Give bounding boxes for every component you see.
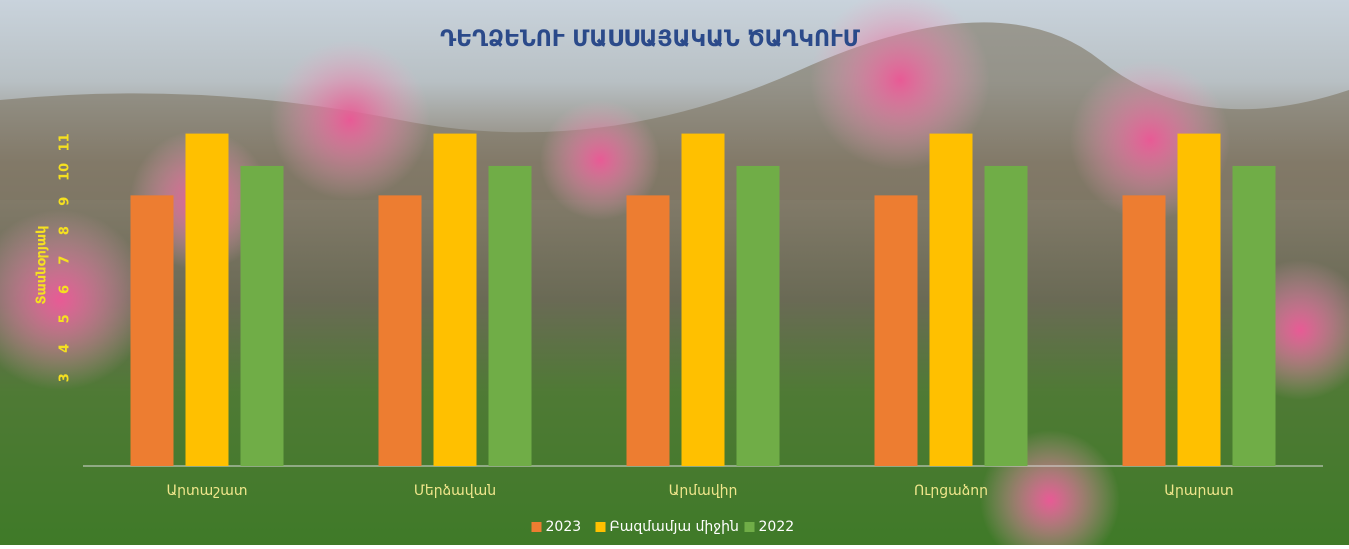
y-tick-label: 3 [58,373,73,382]
bar [737,166,780,466]
bar [1123,195,1166,466]
bar [379,195,422,466]
y-tick-label: 4 [58,344,73,353]
x-tick-label: Ուրցաձոր [914,483,988,499]
y-tick-label: 6 [58,285,73,294]
bar [875,195,918,466]
bar [434,134,477,466]
legend-swatch [596,522,606,532]
bar [682,134,725,466]
y-axis-label: Տասնօրյակ [35,226,50,305]
y-tick-label: 9 [58,197,73,206]
y-tick-label: 7 [58,256,73,265]
x-tick-label: Արտաշատ [166,483,247,499]
x-tick-label: Արարատ [1164,483,1233,499]
bar [489,166,532,466]
bar [131,195,174,466]
legend-label: 2023 [546,519,582,535]
bar [985,166,1028,466]
y-tick-label: 11 [58,133,73,151]
bar [241,166,284,466]
y-tick-label: 5 [58,314,73,323]
bar [1178,134,1221,466]
y-tick-label: 10 [58,163,73,181]
bar [1233,166,1276,466]
x-tick-label: Արմավիր [669,483,738,499]
legend-label: Բազմամյա միջին [610,519,739,535]
x-tick-label: Մերձավան [414,483,496,499]
legend-swatch [745,522,755,532]
bar [627,195,670,466]
chart-title: ԴԵՂՁԵՆՈՒ ՄԱՍՍԱՅԱԿԱՆ ԾԱՂԿՈՒՄ [440,27,861,52]
bar [930,134,973,466]
chart: ԴԵՂՁԵՆՈՒ ՄԱՍՍԱՅԱԿԱՆ ԾԱՂԿՈՒՄ Տասնօրյակ 3 4… [0,0,1349,545]
y-tick-label: 8 [58,226,73,235]
legend-label: 2022 [759,519,795,535]
bar [186,134,229,466]
legend-swatch [532,522,542,532]
